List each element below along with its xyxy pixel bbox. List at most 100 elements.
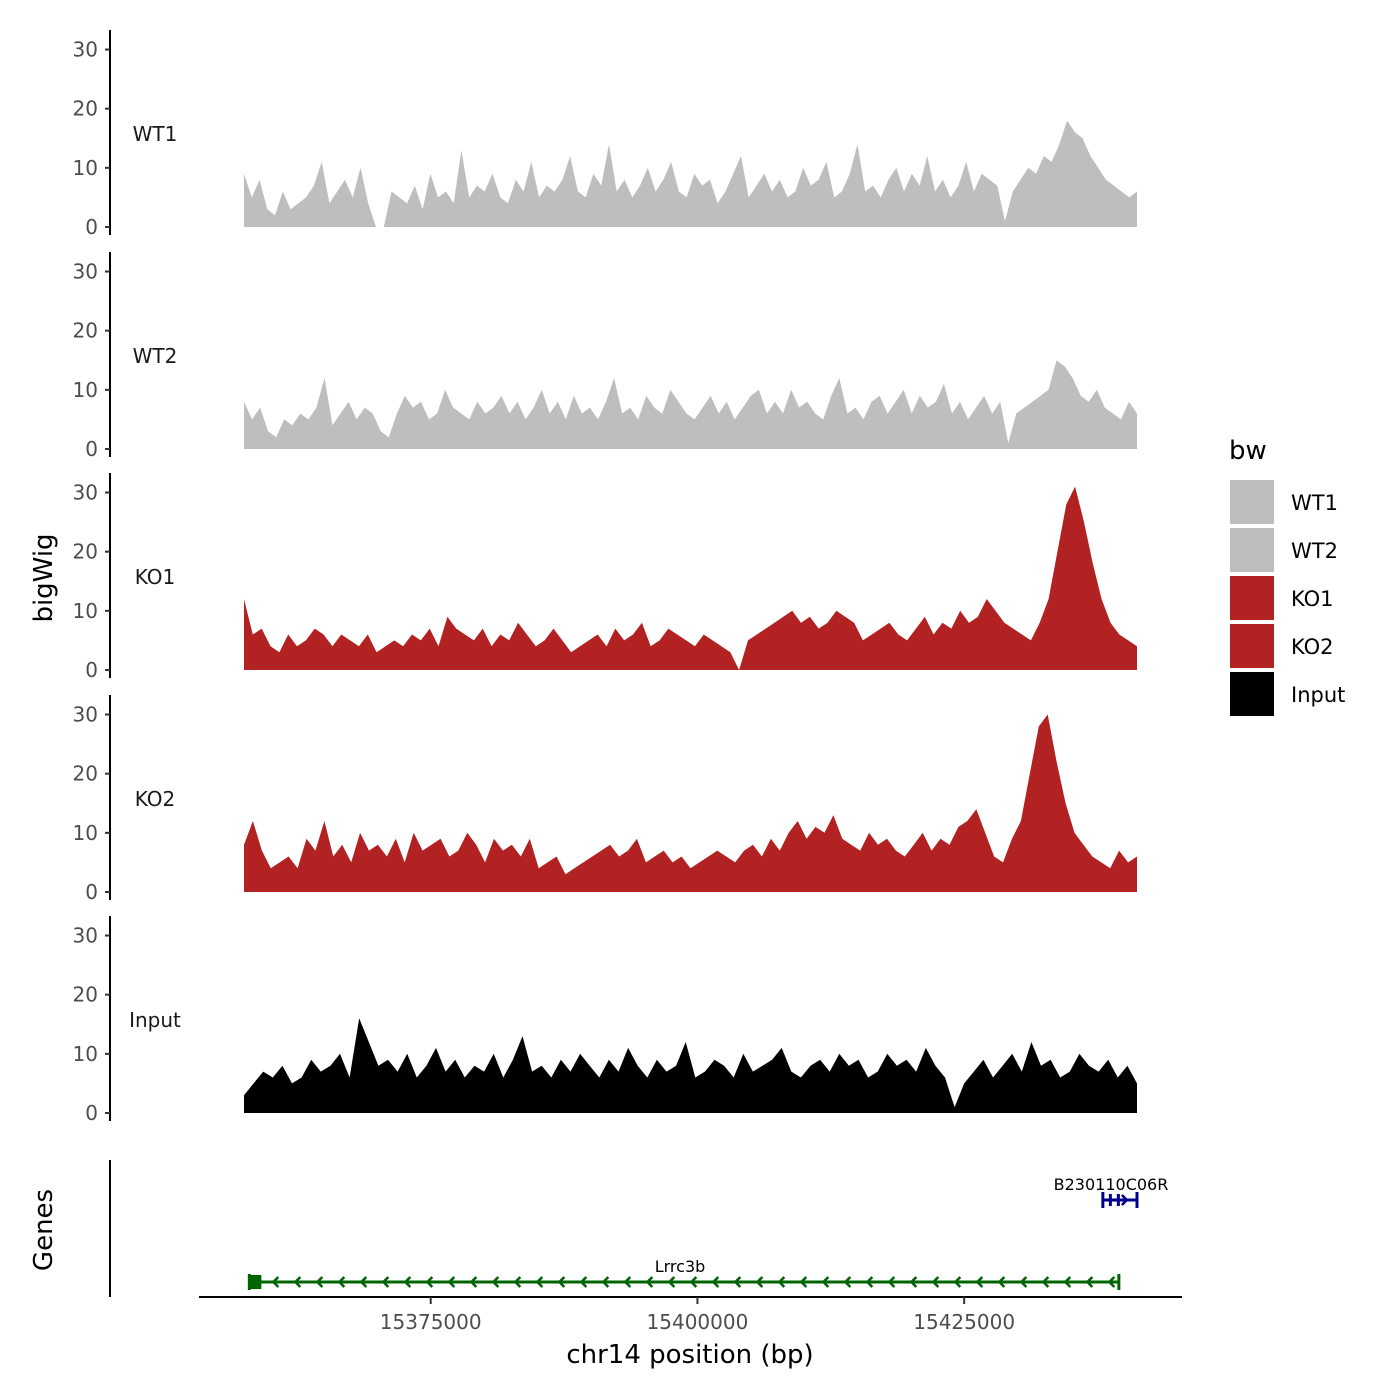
y-tick-label: 30 — [73, 924, 98, 948]
legend-swatch — [1230, 672, 1274, 716]
y-tick-label: 0 — [85, 215, 98, 239]
y-tick-label: 20 — [73, 97, 98, 121]
genes-track: Lrrc3b B230110C06R — [109, 1160, 1169, 1297]
strand-arrow — [1085, 1276, 1094, 1288]
coverage-area-ko2 — [244, 714, 1137, 892]
legend-swatch — [1230, 480, 1274, 524]
strand-arrow — [843, 1276, 852, 1288]
strand-arrow — [293, 1276, 302, 1288]
strand-arrow — [667, 1276, 676, 1288]
track-wt1: 0 10 20 30 WT1 — [73, 30, 1137, 239]
y-tick-label: 10 — [73, 599, 98, 623]
track-ko2: 0 10 20 30 KO2 — [73, 695, 1137, 904]
track-wt2: 0 10 20 30 WT2 — [73, 252, 1137, 461]
strand-arrow — [689, 1276, 698, 1288]
y-axis-title: bigWig — [29, 533, 59, 622]
y-tick-label: 10 — [73, 156, 98, 180]
legend-swatch — [1230, 576, 1274, 620]
strand-arrow — [623, 1276, 632, 1288]
strand-arrow — [1107, 1276, 1116, 1288]
coverage-area-ko1 — [244, 486, 1137, 670]
gene-exon — [249, 1275, 262, 1289]
track-ko1: 0 10 20 30 KO1 — [73, 473, 1137, 682]
strand-arrow — [425, 1276, 434, 1288]
track-label: KO2 — [135, 787, 176, 811]
y-tick-label: 10 — [73, 821, 98, 845]
y-tick-label: 30 — [73, 38, 98, 62]
y-tick-label: 30 — [73, 703, 98, 727]
track-label: WT2 — [133, 344, 178, 368]
strand-arrow — [953, 1276, 962, 1288]
y-tick-label: 20 — [73, 762, 98, 786]
legend-title: bw — [1229, 436, 1267, 466]
strand-arrow — [1019, 1276, 1028, 1288]
strand-arrow — [645, 1276, 654, 1288]
track-label: KO1 — [135, 565, 176, 589]
strand-arrow — [381, 1276, 390, 1288]
strand-arrow — [799, 1276, 808, 1288]
strand-arrow — [469, 1276, 478, 1288]
legend-item-ko1: KO1 — [1230, 576, 1334, 620]
y-tick-label: 0 — [85, 1101, 98, 1125]
strand-arrow — [821, 1276, 830, 1288]
legend-swatch — [1230, 624, 1274, 668]
legend-swatch — [1230, 528, 1274, 572]
strand-arrow — [315, 1276, 324, 1288]
genes-axis-title: Genes — [29, 1189, 59, 1271]
strand-arrow — [909, 1276, 918, 1288]
legend-label: WT1 — [1291, 491, 1338, 515]
coverage-area-wt1 — [244, 120, 1137, 227]
y-tick-label: 30 — [73, 260, 98, 284]
strand-arrow — [777, 1276, 786, 1288]
legend-label: WT2 — [1291, 539, 1338, 563]
coverage-tracks: 0 10 20 30 WT1 0 10 20 30 WT2 0 10 20 30 KO1 0 10 20 30 KO2… — [73, 30, 1137, 1125]
gene-label: Lrrc3b — [655, 1257, 706, 1276]
y-tick-label: 0 — [85, 880, 98, 904]
y-tick-label: 0 — [85, 437, 98, 461]
strand-arrow — [359, 1276, 368, 1288]
strand-arrow — [557, 1276, 566, 1288]
y-tick-label: 20 — [73, 983, 98, 1007]
strand-arrow — [271, 1276, 280, 1288]
strand-arrow — [1063, 1276, 1072, 1288]
legend-item-wt2: WT2 — [1230, 528, 1338, 572]
track-label: WT1 — [133, 122, 178, 146]
y-tick-label: 10 — [73, 1042, 98, 1066]
y-tick-label: 0 — [85, 658, 98, 682]
y-tick-label: 20 — [73, 319, 98, 343]
x-axis: 15375000 15400000 15425000 — [199, 1296, 1182, 1334]
strand-arrow — [733, 1276, 742, 1288]
strand-arrow — [535, 1276, 544, 1288]
legend-label: KO2 — [1291, 635, 1334, 659]
strand-arrow — [1041, 1276, 1050, 1288]
strand-arrow — [337, 1276, 346, 1288]
strand-arrow — [711, 1276, 720, 1288]
legend-item-wt1: WT1 — [1230, 480, 1338, 524]
legend-label: KO1 — [1291, 587, 1334, 611]
gene-label: B230110C06R — [1054, 1175, 1169, 1194]
strand-arrow — [491, 1276, 500, 1288]
gene-b230110c06r: B230110C06R — [1054, 1175, 1169, 1208]
y-tick-label: 30 — [73, 481, 98, 505]
strand-arrow — [1120, 1194, 1129, 1206]
strand-arrow — [997, 1276, 1006, 1288]
strand-arrow — [447, 1276, 456, 1288]
strand-arrow — [601, 1276, 610, 1288]
strand-arrow — [579, 1276, 588, 1288]
strand-arrow — [865, 1276, 874, 1288]
x-tick-label: 15375000 — [380, 1310, 482, 1334]
x-tick-label: 15400000 — [647, 1310, 749, 1334]
coverage-area-input — [244, 1018, 1137, 1113]
strand-arrow — [931, 1276, 940, 1288]
track-input: 0 10 20 30 Input — [73, 916, 1137, 1125]
strand-arrow — [403, 1276, 412, 1288]
y-tick-label: 10 — [73, 378, 98, 402]
y-tick-label: 20 — [73, 540, 98, 564]
legend-item-ko2: KO2 — [1230, 624, 1334, 668]
strand-arrow — [887, 1276, 896, 1288]
gene-exon — [1116, 1194, 1120, 1206]
strand-arrow — [513, 1276, 522, 1288]
legend: bw WT1 WT2 KO1 KO2 Input — [1229, 436, 1345, 716]
gene-lrrc3b: Lrrc3b — [247, 1257, 1121, 1290]
